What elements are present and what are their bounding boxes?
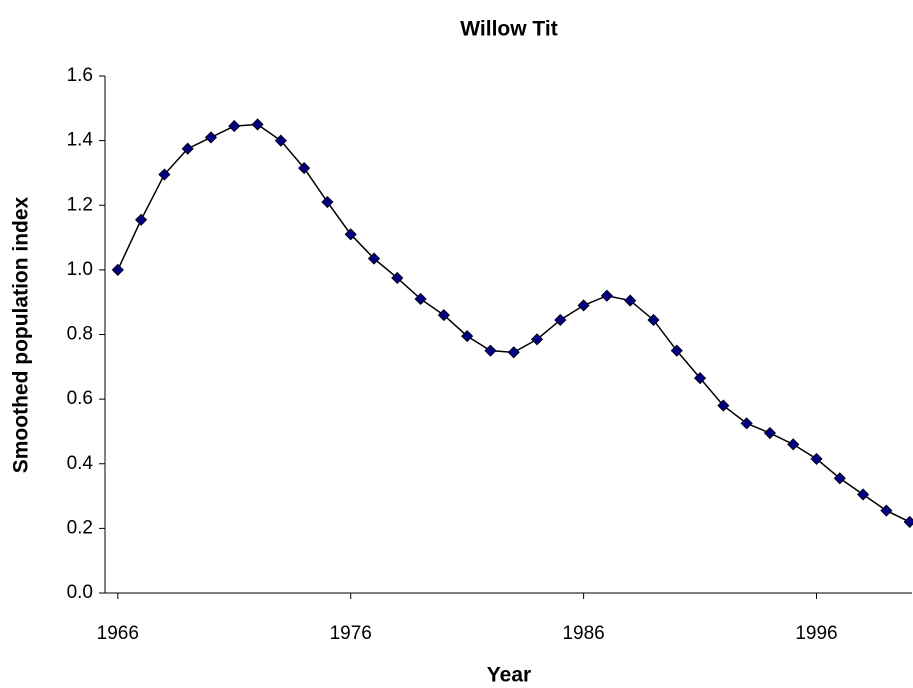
marker xyxy=(833,472,846,485)
x-tick-label: 1996 xyxy=(795,623,837,644)
marker xyxy=(181,142,194,155)
y-tick-label: 1.2 xyxy=(67,194,93,215)
marker xyxy=(251,118,264,131)
x-axis-label: Year xyxy=(487,664,531,687)
marker xyxy=(857,488,870,501)
marker xyxy=(437,309,450,322)
series-line xyxy=(117,123,910,523)
y-tick-label: 1.4 xyxy=(67,130,94,151)
marker xyxy=(624,294,637,307)
marker xyxy=(763,426,776,440)
marker xyxy=(647,313,660,327)
marker xyxy=(670,344,683,357)
marker xyxy=(600,289,613,302)
y-tick-label: 0.8 xyxy=(67,324,93,345)
marker xyxy=(158,168,171,181)
marker xyxy=(391,271,404,285)
y-tick-label: 1.0 xyxy=(67,259,93,280)
y-tick-label: 0.4 xyxy=(67,453,94,474)
marker xyxy=(414,292,427,306)
marker xyxy=(367,252,381,265)
marker xyxy=(717,399,730,412)
y-tick-label: 0.6 xyxy=(67,388,93,409)
marker xyxy=(740,417,753,430)
marker xyxy=(903,515,913,528)
marker xyxy=(111,263,124,276)
y-axis-label: Smoothed population index xyxy=(10,196,33,473)
marker xyxy=(787,438,800,451)
marker xyxy=(810,452,823,465)
marker xyxy=(135,213,148,226)
x-tick-label: 1976 xyxy=(330,623,372,644)
marker xyxy=(577,299,590,312)
marker xyxy=(461,330,474,343)
y-tick-label: 1.6 xyxy=(67,65,93,86)
marker xyxy=(204,131,218,144)
x-tick-label: 1986 xyxy=(562,623,604,644)
marker xyxy=(484,344,497,357)
marker xyxy=(530,333,544,346)
x-tick-label: 1966 xyxy=(97,623,139,644)
marker xyxy=(554,313,567,327)
marker xyxy=(298,162,311,175)
chart-title: Willow Tit xyxy=(460,18,557,41)
marker xyxy=(880,504,893,517)
marker xyxy=(274,134,287,147)
y-tick-label: 0.2 xyxy=(67,517,93,538)
marker xyxy=(693,372,707,385)
marker xyxy=(228,120,241,133)
marker xyxy=(507,346,520,359)
marker xyxy=(344,228,357,241)
marker xyxy=(321,195,334,209)
y-tick-label: 0.0 xyxy=(67,582,93,603)
